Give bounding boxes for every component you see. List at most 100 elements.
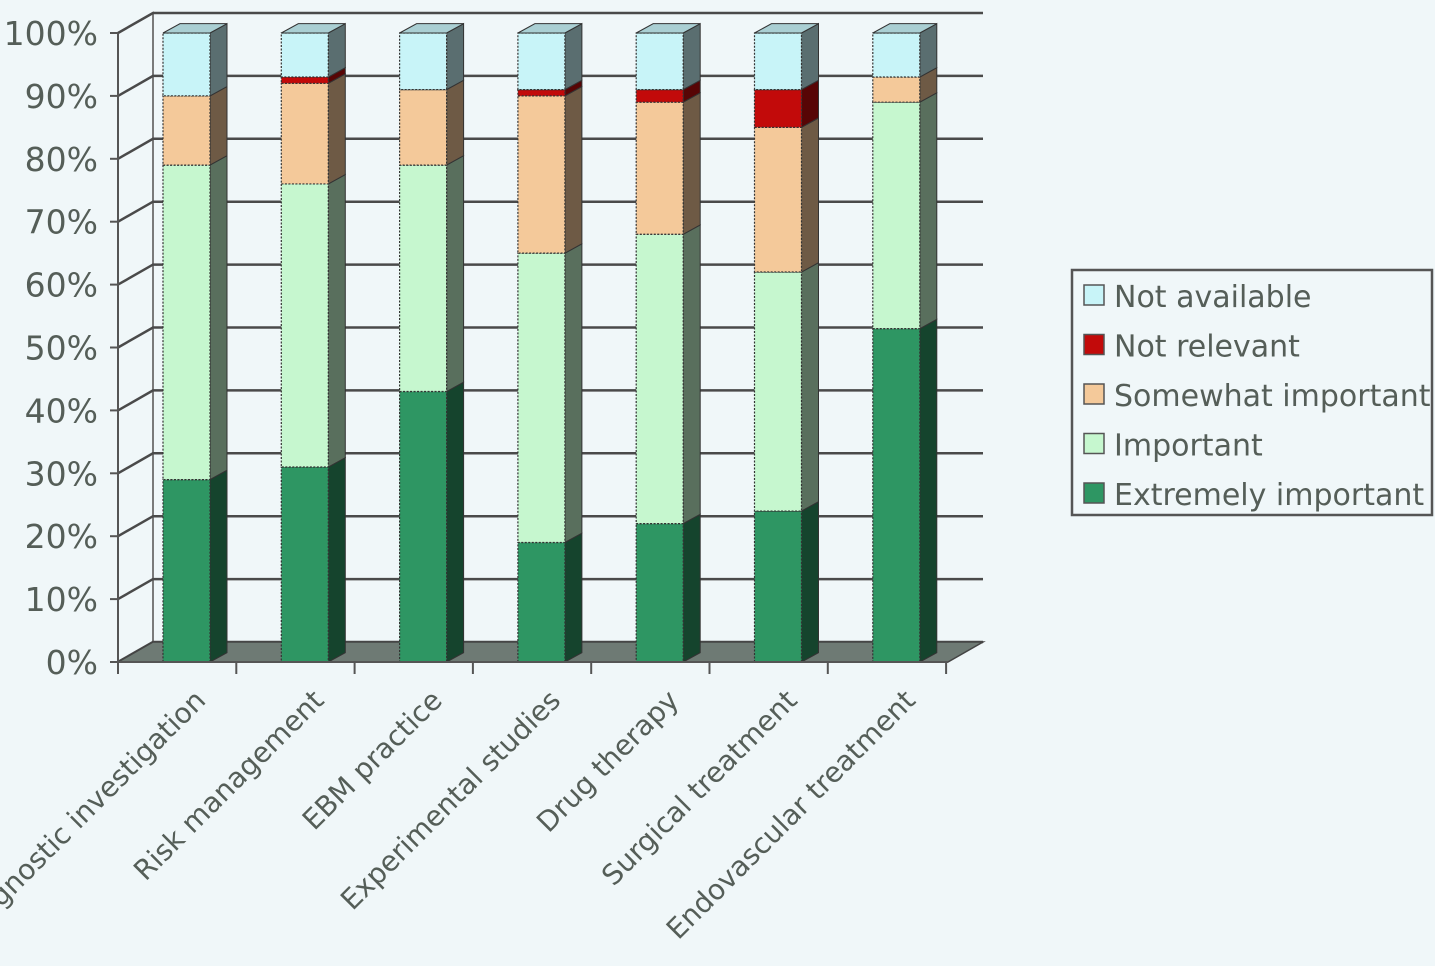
- bar-segment-experimental-studies-important-side: [564, 242, 583, 544]
- bar-top-surgical-treatment: [754, 23, 819, 34]
- bar-segment-experimental-studies-extremely-important-side: [564, 532, 583, 663]
- bar-segment-risk-management-extremely-important-front: [280, 466, 329, 663]
- bar-drug-therapy: [635, 22, 701, 663]
- bar-top-experimental-studies: [517, 23, 583, 34]
- bar-segment-risk-management-somewhat-important: [280, 73, 346, 185]
- bar-segment-diagnostic-investigation-somewhat-important-side: [209, 85, 228, 166]
- bar-ebm-practice: [399, 22, 465, 663]
- legend-swatch-somewhat-important: [1083, 383, 1105, 405]
- bar-segment-drug-therapy-extremely-important-side: [682, 513, 701, 663]
- y-tick-label: 100%: [4, 14, 98, 53]
- bar-segment-surgical-treatment-not-available-front: [753, 32, 803, 91]
- bar-surgical-treatment: [753, 22, 819, 663]
- legend-label-not-relevant: Not relevant: [1114, 330, 1300, 365]
- bar-segment-surgical-treatment-extremely-important-front: [753, 510, 803, 663]
- bar-segment-endovascular-treatment-extremely-important: [872, 318, 938, 663]
- bar-segment-surgical-treatment-not-relevant-front: [753, 89, 803, 128]
- bar-segment-endovascular-treatment-extremely-important-front: [872, 328, 921, 663]
- bar-segment-endovascular-treatment-extremely-important-side: [919, 318, 938, 663]
- legend-swatch-extremely-important: [1083, 482, 1105, 504]
- bar-segment-drug-therapy-extremely-important-front: [635, 523, 684, 663]
- bar-segment-experimental-studies-extremely-important-front: [517, 541, 566, 663]
- bar-segment-endovascular-treatment-important-front: [872, 101, 921, 330]
- legend-label-not-available: Not available: [1114, 280, 1312, 315]
- bar-segment-surgical-treatment-extremely-important: [753, 500, 819, 663]
- bar-top-risk-management: [281, 23, 346, 34]
- y-tick-label: 30%: [25, 454, 98, 493]
- bar-segment-diagnostic-investigation-not-available: [162, 22, 228, 97]
- bar-segment-surgical-treatment-not-available-side: [801, 22, 819, 91]
- bar-segment-ebm-practice-extremely-important: [399, 381, 465, 663]
- bar-segment-ebm-practice-not-available-side: [446, 22, 465, 91]
- bar-segment-ebm-practice-extremely-important-front: [399, 390, 448, 663]
- bar-segment-experimental-studies-somewhat-important: [517, 85, 583, 254]
- bar-segment-experimental-studies-not-available: [517, 22, 583, 91]
- legend-swatch-important: [1083, 432, 1105, 455]
- bar-segment-experimental-studies-important-front: [517, 252, 566, 544]
- category-label-surgical-treatment: Surgical treatment: [595, 684, 803, 892]
- bar-segment-endovascular-treatment-important: [872, 91, 938, 330]
- gridline: [117, 74, 983, 97]
- legend-box: [1070, 268, 1434, 517]
- bar-segment-risk-management-not-available-front: [280, 32, 329, 78]
- bar-segment-risk-management-somewhat-important-front: [280, 82, 329, 185]
- bar-segment-experimental-studies-somewhat-important-side: [564, 85, 583, 254]
- bar-segment-surgical-treatment-somewhat-important-side: [801, 117, 819, 273]
- category-label-endovascular-treatment: Endovascular treatment: [660, 684, 922, 946]
- y-tick-label: 20%: [25, 517, 98, 556]
- bar-segment-diagnostic-investigation-not-available-side: [209, 22, 228, 97]
- bar-segment-diagnostic-investigation-extremely-important-front: [162, 478, 211, 663]
- legend-label-extremely-important: Extremely important: [1114, 478, 1424, 513]
- bar-risk-management: [280, 22, 346, 663]
- y-tick-label: 70%: [25, 203, 98, 242]
- bar-segment-drug-therapy-important: [635, 224, 701, 525]
- y-tick-label: 90%: [25, 77, 98, 116]
- gridline: [117, 577, 983, 601]
- y-tick-label: 10%: [25, 580, 98, 619]
- gridline: [117, 389, 983, 412]
- bar-segment-drug-therapy-somewhat-important-side: [682, 91, 701, 236]
- category-label-experimental-studies: Experimental studies: [334, 684, 567, 917]
- y-tick-label: 50%: [25, 329, 98, 368]
- gridline: [117, 326, 983, 349]
- bar-segment-surgical-treatment-somewhat-important: [753, 117, 819, 273]
- gridline: [117, 11, 983, 35]
- bar-segment-ebm-practice-somewhat-important-side: [446, 79, 465, 166]
- bar-segment-drug-therapy-important-side: [682, 224, 701, 525]
- bar-segment-risk-management-somewhat-important-side: [327, 73, 346, 185]
- bar-segment-surgical-treatment-important: [753, 261, 819, 512]
- bar-segment-endovascular-treatment-somewhat-important-front: [872, 76, 921, 103]
- legend-label-important: Important: [1114, 429, 1263, 464]
- bar-segment-drug-therapy-somewhat-important: [635, 91, 701, 236]
- bar-segment-diagnostic-investigation-extremely-important-side: [209, 469, 228, 663]
- y-tick-label: 60%: [25, 266, 98, 305]
- bar-segment-surgical-treatment-somewhat-important-front: [753, 126, 803, 273]
- y-tick-label: 40%: [25, 391, 98, 430]
- bar-segment-risk-management-not-relevant-front: [280, 76, 329, 84]
- bar-experimental-studies: [517, 22, 583, 663]
- bar-segment-drug-therapy-important-front: [635, 233, 684, 525]
- gridline: [117, 514, 983, 538]
- bar-segment-risk-management-extremely-important: [280, 456, 346, 663]
- y-tick-label: 80%: [25, 140, 98, 179]
- bar-segment-diagnostic-investigation-not-available-front: [162, 32, 211, 97]
- bar-segment-diagnostic-investigation-somewhat-important: [162, 85, 228, 166]
- bar-segment-diagnostic-investigation-important-side: [209, 154, 228, 481]
- bar-segment-ebm-practice-somewhat-important-front: [399, 89, 448, 166]
- bar-segment-experimental-studies-somewhat-important-front: [517, 95, 566, 254]
- legend-swatch-not-available: [1083, 284, 1105, 306]
- legend-swatch-not-relevant: [1083, 333, 1105, 356]
- bar-segment-ebm-practice-important-side: [446, 154, 465, 393]
- bar-segment-experimental-studies-not-relevant-front: [517, 89, 566, 97]
- bar-segment-surgical-treatment-important-front: [753, 271, 803, 512]
- bar-segment-ebm-practice-important-front: [399, 164, 448, 393]
- bar-segment-endovascular-treatment-not-available: [872, 22, 938, 78]
- bar-segment-ebm-practice-somewhat-important: [399, 79, 465, 166]
- bar-diagnostic-investigation: [162, 22, 228, 663]
- bar-segment-drug-therapy-not-available-side: [682, 22, 701, 91]
- bar-segment-surgical-treatment-extremely-important-side: [801, 500, 819, 663]
- bar-top-diagnostic-investigation: [162, 23, 228, 34]
